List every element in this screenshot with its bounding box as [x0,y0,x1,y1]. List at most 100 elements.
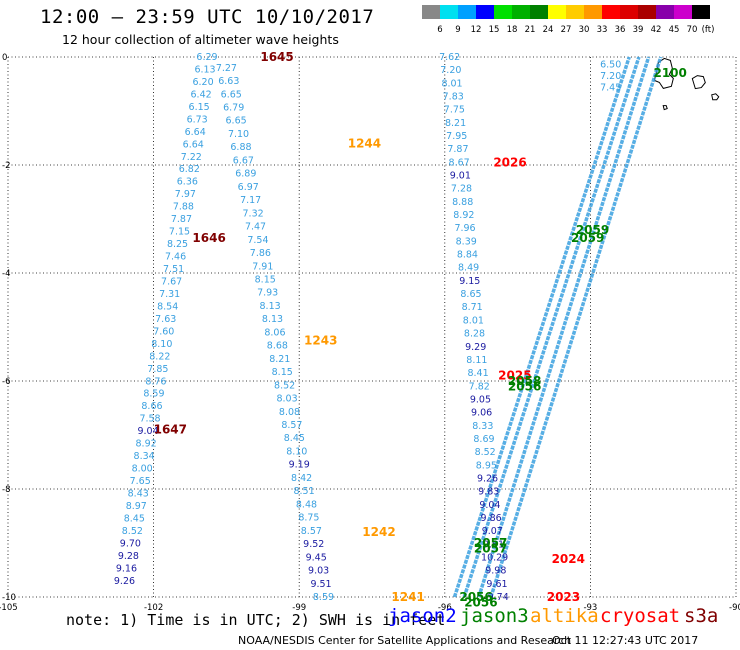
swh-value: 7.32 [243,208,264,219]
swh-value: 8.00 [132,464,153,475]
pass-time-label: 1242 [362,525,395,539]
y-tick-label: -10 [2,593,16,603]
island-santa-cruz [691,75,706,90]
swh-value: 9.52 [303,539,324,550]
x-tick-label: -105 [0,603,18,613]
pass-time-label: 1243 [304,334,337,348]
swh-value: 8.65 [460,289,481,300]
pass-time-label: 1647 [154,423,187,437]
swh-value: 8.43 [128,489,149,500]
pass-time-label: 2025 [498,369,531,383]
swh-value: 7.91 [252,261,273,272]
swh-value: 7.20 [440,65,461,76]
colorbar-label: 30 [579,25,590,35]
colorbar-swatch [566,5,584,19]
swh-value: 9.01 [450,171,471,182]
swh-value: 7.58 [139,414,160,425]
swh-value: 6.13 [194,64,215,75]
y-tick-label: -4 [2,269,10,279]
swh-value: 7.85 [147,364,168,375]
swh-value: 7.47 [245,222,266,233]
swh-value: 8.10 [286,446,307,457]
swh-value: 7.96 [454,223,475,234]
swh-value: 8.13 [262,314,283,325]
swh-value: 8.52 [122,526,143,537]
swh-value: 8.95 [476,460,497,471]
track-2023-2026: 7.62 7.20 8.01 7.83 7.75 8.21 7.95 7.87 8.67 9.01… [439,52,509,603]
x-tick-label: -96 [438,603,452,613]
y-tick-label: -8 [2,485,10,495]
y-tick-label: -6 [2,377,10,387]
swh-value: 8.75 [298,513,319,524]
swh-value: 7.67 [161,276,182,287]
swh-value: 9.29 [465,342,486,353]
pass-time-label: 2057 [474,536,507,550]
swh-value: 8.59 [313,592,334,603]
pass-time-label: 1244 [348,136,381,150]
colorbar-swatch [458,5,476,19]
colorbar-unit: (ft) [702,25,715,35]
swh-value: 6.97 [238,182,259,193]
swh-value: 6.42 [191,89,212,100]
pass-time-label: 2059 [571,231,604,245]
map-title: 12:00 – 23:59 UTC 10/10/2017 [40,6,375,28]
swh-value: 6.64 [183,139,204,150]
swh-value: 7.10 [228,129,249,140]
jason3-value: 7.20 [600,71,621,82]
colorbar-swatch [512,5,530,19]
swh-value: 7.75 [444,105,465,116]
swh-value: 9.04 [479,500,500,511]
swh-value: 6.89 [235,169,256,180]
colorbar-swatch [548,5,566,19]
swh-value: 8.10 [151,339,172,350]
swh-value: 8.25 [167,239,188,250]
colorbar-label: 27 [561,25,572,35]
swh-value: 7.63 [155,314,176,325]
colorbar-label: 18 [507,25,518,35]
swh-value: 7.87 [447,144,468,155]
pass-time-label: 1241 [391,590,424,604]
swh-value: 10.29 [481,552,508,563]
swh-value: 8.68 [267,341,288,352]
swh-value: 9.51 [310,579,331,590]
footer-credit: NOAA/NESDIS Center for Satellite Applica… [238,634,572,647]
track-1241-1244: 7.27 6.63 6.65 6.79 6.65 7.10 6.88 6.67 6.89 6.97… [216,63,334,603]
swh-value: 8.34 [134,451,155,462]
swh-value: 8.42 [291,473,312,484]
island-floreana [662,105,668,111]
colorbar-swatch [620,5,638,19]
colorbar-label: 70 [687,25,698,35]
wave-height-colorbar: 6 9 12 15 18 21 24 27 30 33 36 39 42 45 70 (ft) [422,5,715,35]
swh-value: 9.86 [481,513,502,524]
swh-value: 9.98 [485,566,506,577]
swh-value: 9.15 [459,276,480,287]
swh-value: 9.05 [470,394,491,405]
lat-lon-grid [7,56,737,598]
pass-time-label: 1645 [260,50,293,64]
swh-value: 8.88 [452,197,473,208]
swh-value: 8.41 [467,368,488,379]
colorbar-swatch [584,5,602,19]
pass-time-label: 2056 [464,595,497,609]
swh-value: 8.52 [274,380,295,391]
jason3-track-line [489,56,663,598]
colorbar-label: 12 [471,25,482,35]
pass-time-label: 1646 [192,231,225,245]
jason3-value: 6.50 [600,60,621,71]
swh-value: 8.01 [441,78,462,89]
colorbar-label: 6 [437,25,442,35]
pass-time-label: 2058 [508,374,541,388]
swh-value: 6.29 [196,52,217,63]
swh-value: 8.11 [466,355,487,366]
swh-value: 8.51 [293,486,314,497]
jason3-ascending-d [489,56,663,598]
swh-value: 9.16 [116,563,137,574]
swh-value: 7.87 [171,214,192,225]
swh-value: 8.21 [445,118,466,129]
swh-value: 7.83 [443,92,464,103]
swh-value: 8.15 [255,274,276,285]
x-tick-label: -99 [292,603,306,613]
swh-value: 8.08 [279,407,300,418]
swh-value: 7.28 [451,184,472,195]
swh-value: 6.63 [218,76,239,87]
